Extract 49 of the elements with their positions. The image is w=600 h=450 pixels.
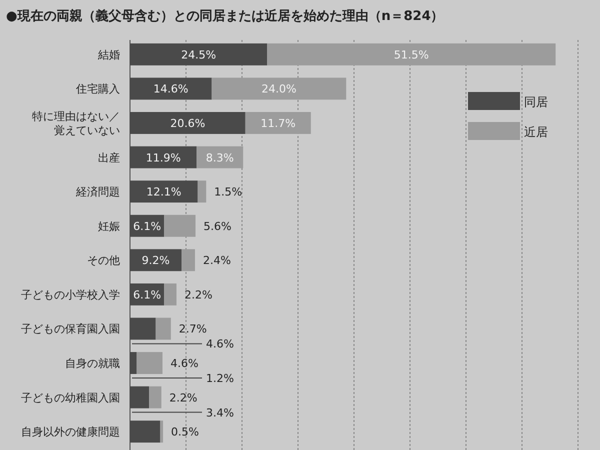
data-label: 2.4% [202, 254, 231, 268]
y-tick-label: 自身の就職 [65, 357, 120, 370]
data-label: 11.7% [260, 116, 296, 130]
data-label: 2.2% [169, 391, 198, 404]
bar [136, 352, 162, 374]
data-label: 8.3% [206, 151, 234, 164]
data-label: 4.6% [170, 357, 198, 370]
data-label: 51.5% [394, 48, 429, 62]
data-label: 6.1% [133, 288, 162, 302]
data-label: 5.6% [204, 220, 232, 233]
legend-label: 同居 [524, 95, 548, 109]
y-tick-label: 子どもの幼稚園入園 [21, 391, 120, 404]
data-label: 9.2% [142, 254, 170, 268]
y-tick-label: 出産 [98, 151, 120, 164]
data-label: 6.1% [133, 220, 162, 233]
data-label: 3.4% [206, 406, 234, 420]
bar [212, 78, 346, 100]
bar [245, 112, 311, 134]
data-label: 20.6% [170, 116, 206, 130]
bar [160, 420, 164, 443]
bar [267, 43, 556, 66]
bar [156, 318, 171, 340]
y-tick-label: 経済問題 [75, 186, 120, 199]
bar [198, 180, 206, 203]
data-label: 24.0% [261, 82, 296, 96]
y-tick-label: 特に理由はない／覚えていない [32, 110, 120, 137]
y-tick-label: 結婚 [97, 48, 120, 62]
y-tick-label: 子どもの小学校入学 [21, 288, 120, 302]
data-label: 12.1% [146, 186, 182, 199]
y-tick-label: その他 [87, 254, 120, 268]
data-label: 0.5% [171, 426, 199, 439]
bar [164, 214, 196, 237]
y-tick-label: 子どもの保育園入園 [21, 322, 120, 336]
data-label: 2.7% [178, 322, 207, 336]
y-tick-label: 妊娠 [98, 220, 120, 233]
bar [164, 283, 176, 306]
data-label: 14.6% [153, 82, 188, 96]
y-tick-label: 住宅購入 [76, 82, 120, 96]
chart-title: ●現在の両親（義父母含む）との同居または近居を始めた理由（n＝824） [6, 8, 444, 24]
bar [149, 386, 162, 408]
data-label: 11.9% [146, 151, 181, 164]
legend-label: 近居 [524, 125, 548, 139]
data-label: 2.2% [184, 288, 212, 302]
y-tick-label: 自身以外の健康問題 [21, 426, 120, 439]
data-label: 1.2% [206, 372, 234, 385]
data-label: 4.6% [206, 338, 234, 351]
bar [182, 249, 195, 272]
data-label: 24.5% [181, 48, 216, 62]
data-label: 1.5% [214, 186, 242, 199]
